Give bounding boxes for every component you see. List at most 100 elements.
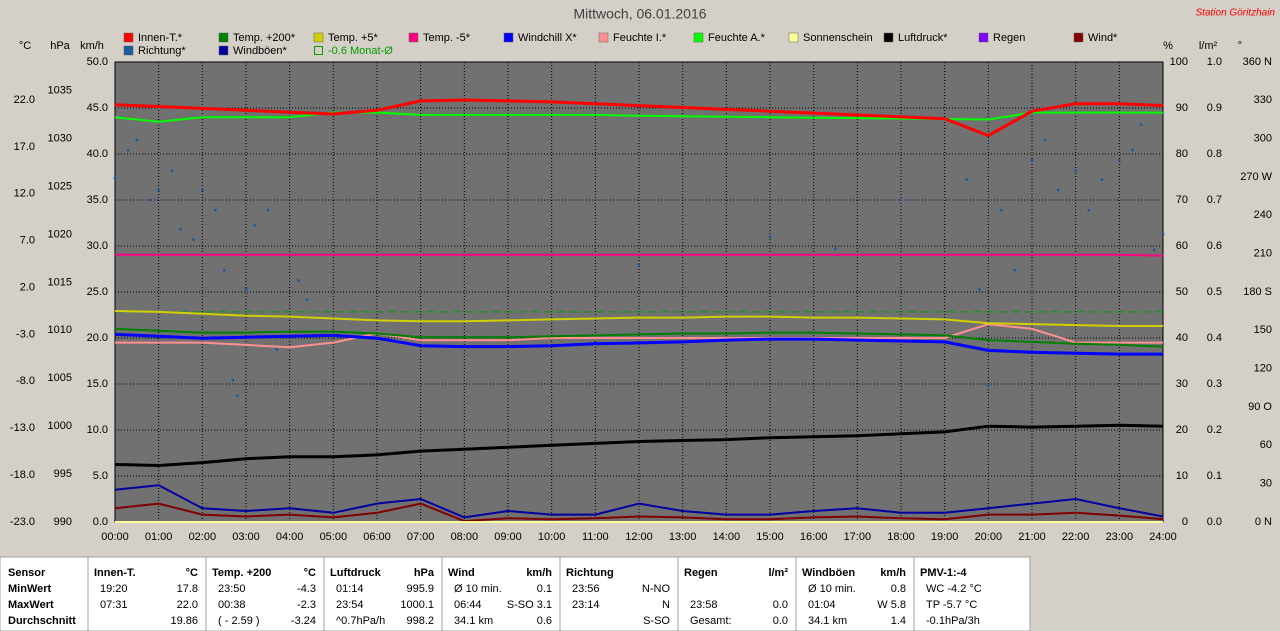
stats-table-content: Sensor MinWert MaxWert Durchschnitt Innen-T.…: [8, 557, 982, 631]
direction-point: [978, 288, 981, 291]
direction-point: [986, 383, 990, 387]
y-tick-label: 0: [1182, 516, 1188, 528]
column-title: PMV-1:-4: [920, 567, 967, 579]
direction-point: [222, 268, 226, 272]
y-tick-label: 300: [1254, 133, 1272, 145]
direction-point: [214, 208, 217, 212]
y-tick-label: 90: [1176, 102, 1188, 114]
cell-text: 34.1 km: [454, 615, 493, 627]
legend-label: Sonnenschein: [803, 32, 873, 44]
axis-unit-label: °: [1238, 40, 1242, 52]
legend-label: Luftdruck*: [898, 32, 948, 44]
direction-point: [834, 247, 837, 250]
cell-text: WC -4.2 °C: [926, 583, 982, 595]
legend-label: Temp. -5*: [423, 32, 471, 44]
y-tick-label: -3.0: [16, 328, 35, 340]
x-tick-label: 03:00: [232, 531, 260, 543]
cell-text: 19:20: [100, 583, 128, 595]
axis-unit-label: %: [1163, 40, 1173, 52]
x-tick-label: 16:00: [800, 531, 828, 543]
direction-point: [1087, 208, 1091, 212]
direction-point: [1000, 208, 1003, 212]
cell-value: 19.86: [170, 615, 198, 627]
series-line: [114, 111, 1163, 123]
y-tick-label: -13.0: [10, 422, 35, 434]
direction-point: [235, 394, 239, 397]
series-line: [114, 484, 1164, 519]
cell-value: 1000.1: [400, 599, 434, 611]
column-unit: km/h: [526, 567, 552, 579]
series-line: [114, 423, 1164, 467]
cell-text: ^0.7hPa/h: [336, 615, 385, 627]
x-tick-label: 12:00: [625, 531, 653, 543]
y-tick-label: 0.5: [1207, 286, 1222, 298]
x-tick-label: 05:00: [320, 531, 348, 543]
axis-unit-label: km/h: [80, 40, 104, 52]
direction-point: [275, 348, 278, 351]
legend-label: Temp. +200*: [233, 32, 296, 44]
x-tick-label: 07:00: [407, 531, 435, 543]
direction-point: [231, 378, 235, 382]
y-tick-label: 7.0: [20, 235, 35, 247]
legend-label: Windchill X*: [518, 32, 577, 44]
y-tick-label: 1.0: [1207, 56, 1222, 68]
y-tick-label: 50: [1176, 286, 1188, 298]
direction-point: [113, 176, 117, 180]
y-tick-label: 1000: [48, 420, 72, 432]
y-tick-label: 25.0: [87, 286, 108, 298]
x-tick-label: 01:00: [145, 531, 173, 543]
column-title: Windböen: [802, 567, 855, 579]
direction-point: [1152, 248, 1156, 252]
cell-text: 23:54: [336, 599, 364, 611]
direction-point: [1030, 158, 1034, 162]
direction-point: [266, 208, 270, 212]
cell-value: 0.0: [773, 599, 788, 611]
cell-text: 07:31: [100, 599, 128, 611]
y-tick-label: 45.0: [87, 102, 108, 114]
cell-value: W 5.8: [877, 599, 906, 611]
y-tick-label: 90 O: [1248, 401, 1272, 413]
y-tick-label: 80: [1176, 148, 1188, 160]
y-tick-label: 0.4: [1207, 332, 1222, 344]
row-label: MinWert: [8, 583, 52, 595]
cell-value: S-SO 3.1: [507, 599, 552, 611]
x-tick-label: 14:00: [713, 531, 741, 543]
y-tick-label: 0.9: [1207, 102, 1222, 114]
x-tick-label: 20:00: [975, 531, 1003, 543]
y-tick-label: 40: [1176, 332, 1188, 344]
y-tick-label: 990: [54, 516, 72, 528]
y-tick-label: 5.0: [93, 470, 108, 482]
series-line: [115, 253, 1164, 257]
legend-swatch: [598, 32, 609, 43]
legend-label: Richtung*: [138, 45, 186, 57]
x-tick-label: 21:00: [1018, 531, 1046, 543]
axis-unit-label: l/m²: [1199, 40, 1218, 52]
cell-text: 06:44: [454, 599, 482, 611]
direction-point: [899, 198, 903, 202]
cell-value: N-NO: [642, 583, 671, 595]
axis-unit-label: °C: [19, 40, 31, 52]
cell-text: 00:38: [218, 599, 246, 611]
y-tick-label: 1015: [48, 276, 72, 288]
legend-swatch: [503, 32, 514, 43]
cell-text: 23:58: [690, 599, 718, 611]
y-tick-label: 0.0: [1207, 516, 1222, 528]
legend-swatch: [123, 32, 134, 43]
legend-swatch: [883, 32, 894, 43]
y-tick-label: 30: [1260, 478, 1272, 490]
y-tick-label: 1035: [48, 85, 72, 97]
cell-text: 23:56: [572, 583, 600, 595]
y-tick-label: 20: [1176, 424, 1188, 436]
x-tick-label: 10:00: [538, 531, 566, 543]
stats-table: [0, 556, 1031, 631]
direction-point: [157, 188, 161, 192]
column-title: Luftdruck: [330, 567, 382, 579]
y-tick-label: 30: [1176, 378, 1188, 390]
y-tick-label: 10: [1176, 470, 1188, 482]
y-tick-label: 2.0: [20, 281, 35, 293]
column-unit: km/h: [880, 567, 906, 579]
y-tick-label: 1030: [48, 133, 72, 145]
x-tick-label: 09:00: [494, 531, 522, 543]
legend-swatch: [314, 46, 323, 55]
